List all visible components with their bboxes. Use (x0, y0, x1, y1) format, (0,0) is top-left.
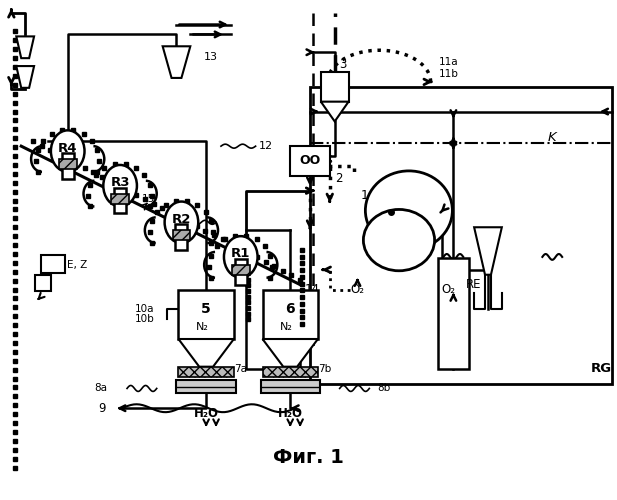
Text: R1: R1 (231, 248, 251, 260)
Text: 7b: 7b (318, 364, 331, 374)
Text: 8b: 8b (377, 384, 391, 394)
Text: 1: 1 (360, 189, 368, 202)
Text: H₂O: H₂O (278, 406, 303, 420)
Bar (260, 380, 320, 394)
Text: R3: R3 (110, 176, 130, 190)
Polygon shape (474, 228, 502, 274)
Ellipse shape (365, 171, 452, 250)
Bar (310, 87, 611, 384)
Bar (290, 146, 329, 176)
Text: RG: RG (591, 362, 612, 375)
Polygon shape (178, 339, 234, 366)
Bar (59, 159, 77, 169)
Bar (178, 366, 234, 376)
Text: E, Z: E, Z (67, 260, 87, 270)
Ellipse shape (165, 202, 198, 243)
Text: 7a: 7a (234, 364, 247, 374)
Polygon shape (16, 66, 34, 88)
Bar (321, 72, 349, 102)
Text: 13: 13 (204, 52, 218, 62)
Bar (437, 258, 469, 368)
Text: 14: 14 (305, 283, 320, 296)
Text: O₂: O₂ (441, 283, 455, 296)
Text: K: K (548, 131, 557, 144)
Bar (262, 366, 318, 376)
Polygon shape (16, 36, 34, 58)
Bar (62, 153, 73, 179)
Text: 11b: 11b (439, 69, 458, 79)
Text: 12: 12 (259, 141, 273, 151)
Bar (111, 194, 129, 203)
Text: N₂: N₂ (196, 322, 209, 332)
Ellipse shape (363, 210, 434, 271)
Text: 9: 9 (97, 402, 106, 414)
Text: 10b: 10b (135, 314, 155, 324)
Bar (178, 290, 234, 339)
Ellipse shape (51, 130, 85, 172)
Text: 3: 3 (339, 58, 347, 70)
Bar (35, 274, 51, 290)
Polygon shape (262, 339, 318, 366)
Bar (114, 188, 126, 214)
Text: Фиг. 1: Фиг. 1 (273, 448, 344, 467)
Text: 10a: 10a (135, 304, 155, 314)
Polygon shape (163, 46, 190, 78)
Text: O₂: O₂ (350, 283, 365, 296)
Text: 4: 4 (177, 217, 184, 230)
Text: R4: R4 (58, 142, 78, 154)
Bar (173, 230, 190, 240)
Text: 15: 15 (142, 194, 155, 203)
Text: N₂: N₂ (280, 322, 292, 332)
Text: 2: 2 (334, 172, 342, 186)
Text: RE: RE (466, 278, 482, 291)
Bar (262, 290, 318, 339)
Ellipse shape (224, 236, 257, 278)
Ellipse shape (103, 165, 137, 206)
Bar (176, 380, 236, 394)
Text: H₂O: H₂O (194, 406, 218, 420)
Text: OO: OO (299, 154, 321, 168)
Bar (232, 265, 250, 274)
Polygon shape (321, 102, 349, 121)
Text: 6: 6 (286, 302, 295, 316)
Bar (235, 259, 247, 284)
Bar (175, 224, 188, 250)
Text: R2: R2 (172, 213, 191, 226)
Text: 5: 5 (201, 302, 211, 316)
Text: 11a: 11a (439, 57, 458, 67)
Bar (41, 255, 65, 272)
Text: 8a: 8a (94, 384, 107, 394)
